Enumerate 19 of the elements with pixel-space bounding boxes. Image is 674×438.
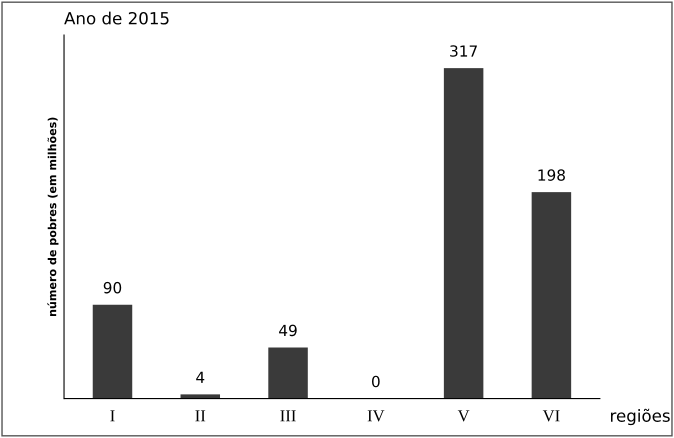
x-axis-title: regiões — [611, 408, 670, 426]
chart-title: Ano de 2015 — [64, 12, 169, 25]
data-label: 198 — [538, 169, 565, 181]
x-tick-label: III — [280, 410, 296, 422]
x-tick-label: IV — [368, 410, 384, 422]
data-label: 0 — [372, 376, 380, 388]
bar — [92, 304, 132, 399]
bar — [532, 192, 572, 399]
x-tick-label: II — [195, 410, 206, 422]
x-tick-label: I — [110, 410, 115, 422]
data-label: 4 — [196, 372, 204, 383]
data-label: 90 — [104, 282, 122, 294]
bar — [268, 347, 308, 399]
data-label: 317 — [450, 45, 477, 57]
bar — [444, 68, 484, 399]
data-label: 49 — [279, 324, 297, 336]
x-tick-label: VI — [542, 410, 560, 422]
y-axis-title: número de pobres (em milhões) — [47, 118, 58, 316]
x-tick-label: V — [458, 410, 470, 422]
